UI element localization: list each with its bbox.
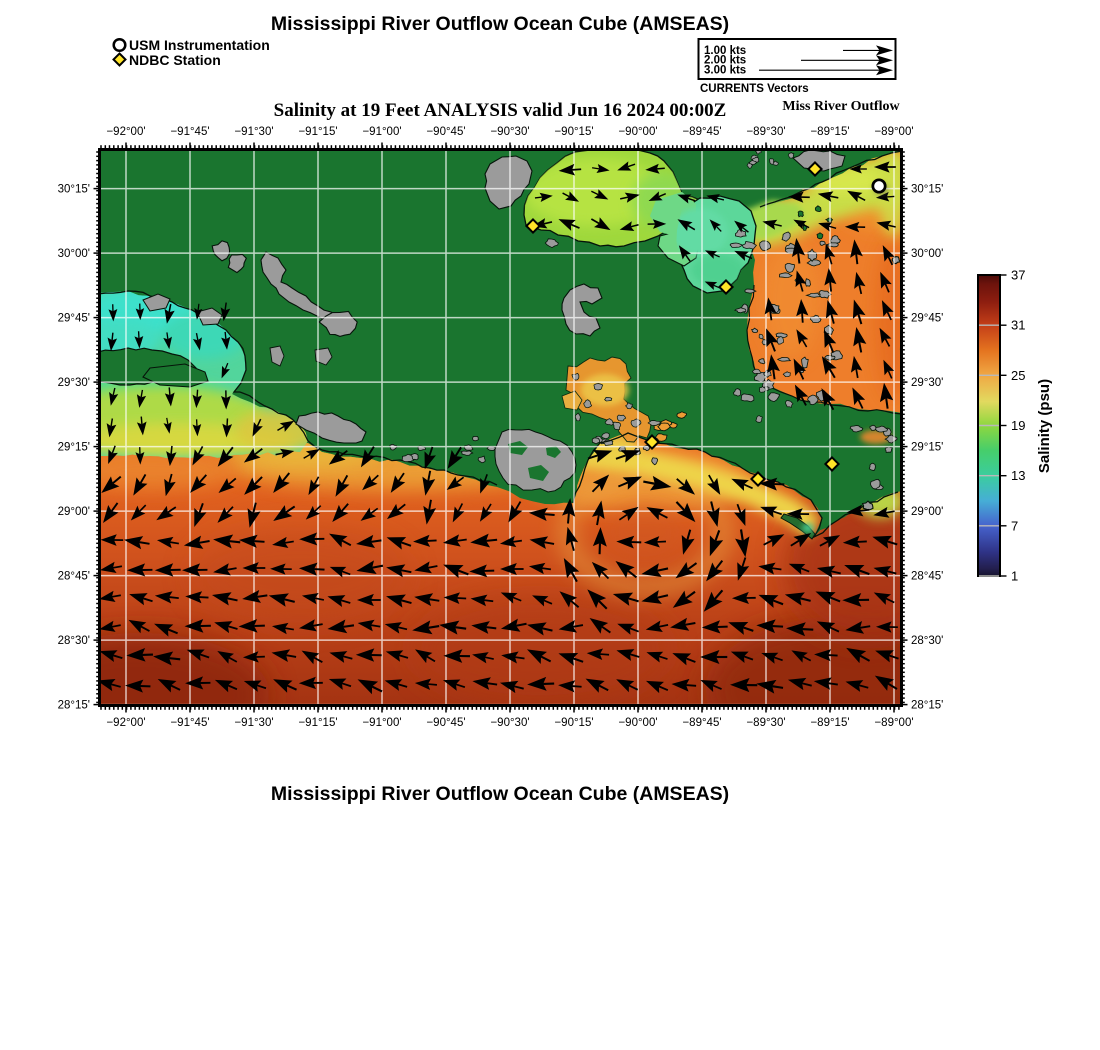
svg-text:30°15': 30°15' <box>911 184 943 196</box>
svg-text:−91°15': −91°15' <box>298 126 337 138</box>
svg-text:29°15': 29°15' <box>58 442 90 454</box>
svg-text:28°30': 28°30' <box>58 635 90 647</box>
svg-text:−91°30': −91°30' <box>234 717 273 729</box>
svg-text:−89°15': −89°15' <box>810 717 849 729</box>
svg-text:29°45': 29°45' <box>58 313 90 325</box>
svg-text:−91°45': −91°45' <box>170 717 209 729</box>
svg-text:29°00': 29°00' <box>911 506 943 518</box>
svg-text:−89°45': −89°45' <box>682 126 721 138</box>
svg-text:−90°45': −90°45' <box>426 717 465 729</box>
svg-text:28°15': 28°15' <box>911 700 943 712</box>
svg-text:29°45': 29°45' <box>911 313 943 325</box>
svg-text:28°45': 28°45' <box>58 571 90 583</box>
svg-text:−89°15': −89°15' <box>810 126 849 138</box>
svg-text:−90°15': −90°15' <box>554 717 593 729</box>
svg-text:25: 25 <box>1011 368 1025 383</box>
svg-text:1: 1 <box>1011 569 1018 584</box>
svg-text:Salinity (psu): Salinity (psu) <box>1036 379 1053 473</box>
svg-text:37: 37 <box>1011 268 1025 283</box>
svg-text:−92°00': −92°00' <box>106 717 145 729</box>
svg-text:31: 31 <box>1011 318 1025 333</box>
svg-text:28°45': 28°45' <box>911 571 943 583</box>
svg-text:19: 19 <box>1011 418 1025 433</box>
svg-text:28°15': 28°15' <box>58 700 90 712</box>
svg-text:13: 13 <box>1011 468 1025 483</box>
svg-text:NDBC Station: NDBC Station <box>129 52 221 68</box>
svg-text:30°00': 30°00' <box>911 248 943 260</box>
svg-text:3.00 kts: 3.00 kts <box>704 65 746 77</box>
svg-text:−90°00': −90°00' <box>618 126 657 138</box>
svg-text:−92°00': −92°00' <box>106 126 145 138</box>
svg-text:29°30': 29°30' <box>911 377 943 389</box>
svg-text:−91°00': −91°00' <box>362 717 401 729</box>
svg-text:1.00 kts: 1.00 kts <box>704 45 746 57</box>
svg-text:−90°30': −90°30' <box>490 126 529 138</box>
svg-text:Mississippi River Outflow Ocea: Mississippi River Outflow Ocean Cube (AM… <box>271 783 729 805</box>
svg-text:−91°30': −91°30' <box>234 126 273 138</box>
svg-text:28°30': 28°30' <box>911 635 943 647</box>
svg-text:Mississippi River Outflow Ocea: Mississippi River Outflow Ocean Cube (AM… <box>271 13 729 35</box>
svg-text:−91°00': −91°00' <box>362 126 401 138</box>
svg-text:USM Instrumentation: USM Instrumentation <box>129 37 270 53</box>
svg-text:−90°15': −90°15' <box>554 126 593 138</box>
svg-text:−89°00': −89°00' <box>874 126 913 138</box>
svg-text:Salinity at 19 Feet ANALYSIS v: Salinity at 19 Feet ANALYSIS valid Jun 1… <box>274 100 727 121</box>
svg-text:30°15': 30°15' <box>58 184 90 196</box>
svg-text:29°00': 29°00' <box>58 506 90 518</box>
svg-text:Miss River Outflow: Miss River Outflow <box>782 99 900 114</box>
svg-text:CURRENTS Vectors: CURRENTS Vectors <box>700 83 809 95</box>
svg-text:−89°45': −89°45' <box>682 717 721 729</box>
svg-text:7: 7 <box>1011 518 1018 533</box>
svg-text:−89°00': −89°00' <box>874 717 913 729</box>
svg-text:−90°30': −90°30' <box>490 717 529 729</box>
svg-text:−89°30': −89°30' <box>746 126 785 138</box>
svg-text:−89°30': −89°30' <box>746 717 785 729</box>
svg-text:29°30': 29°30' <box>58 377 90 389</box>
svg-text:−91°45': −91°45' <box>170 126 209 138</box>
svg-text:2.00 kts: 2.00 kts <box>704 55 746 67</box>
svg-text:−90°45': −90°45' <box>426 126 465 138</box>
svg-text:−91°15': −91°15' <box>298 717 337 729</box>
svg-text:−90°00': −90°00' <box>618 717 657 729</box>
svg-text:30°00': 30°00' <box>58 248 90 260</box>
svg-text:29°15': 29°15' <box>911 442 943 454</box>
